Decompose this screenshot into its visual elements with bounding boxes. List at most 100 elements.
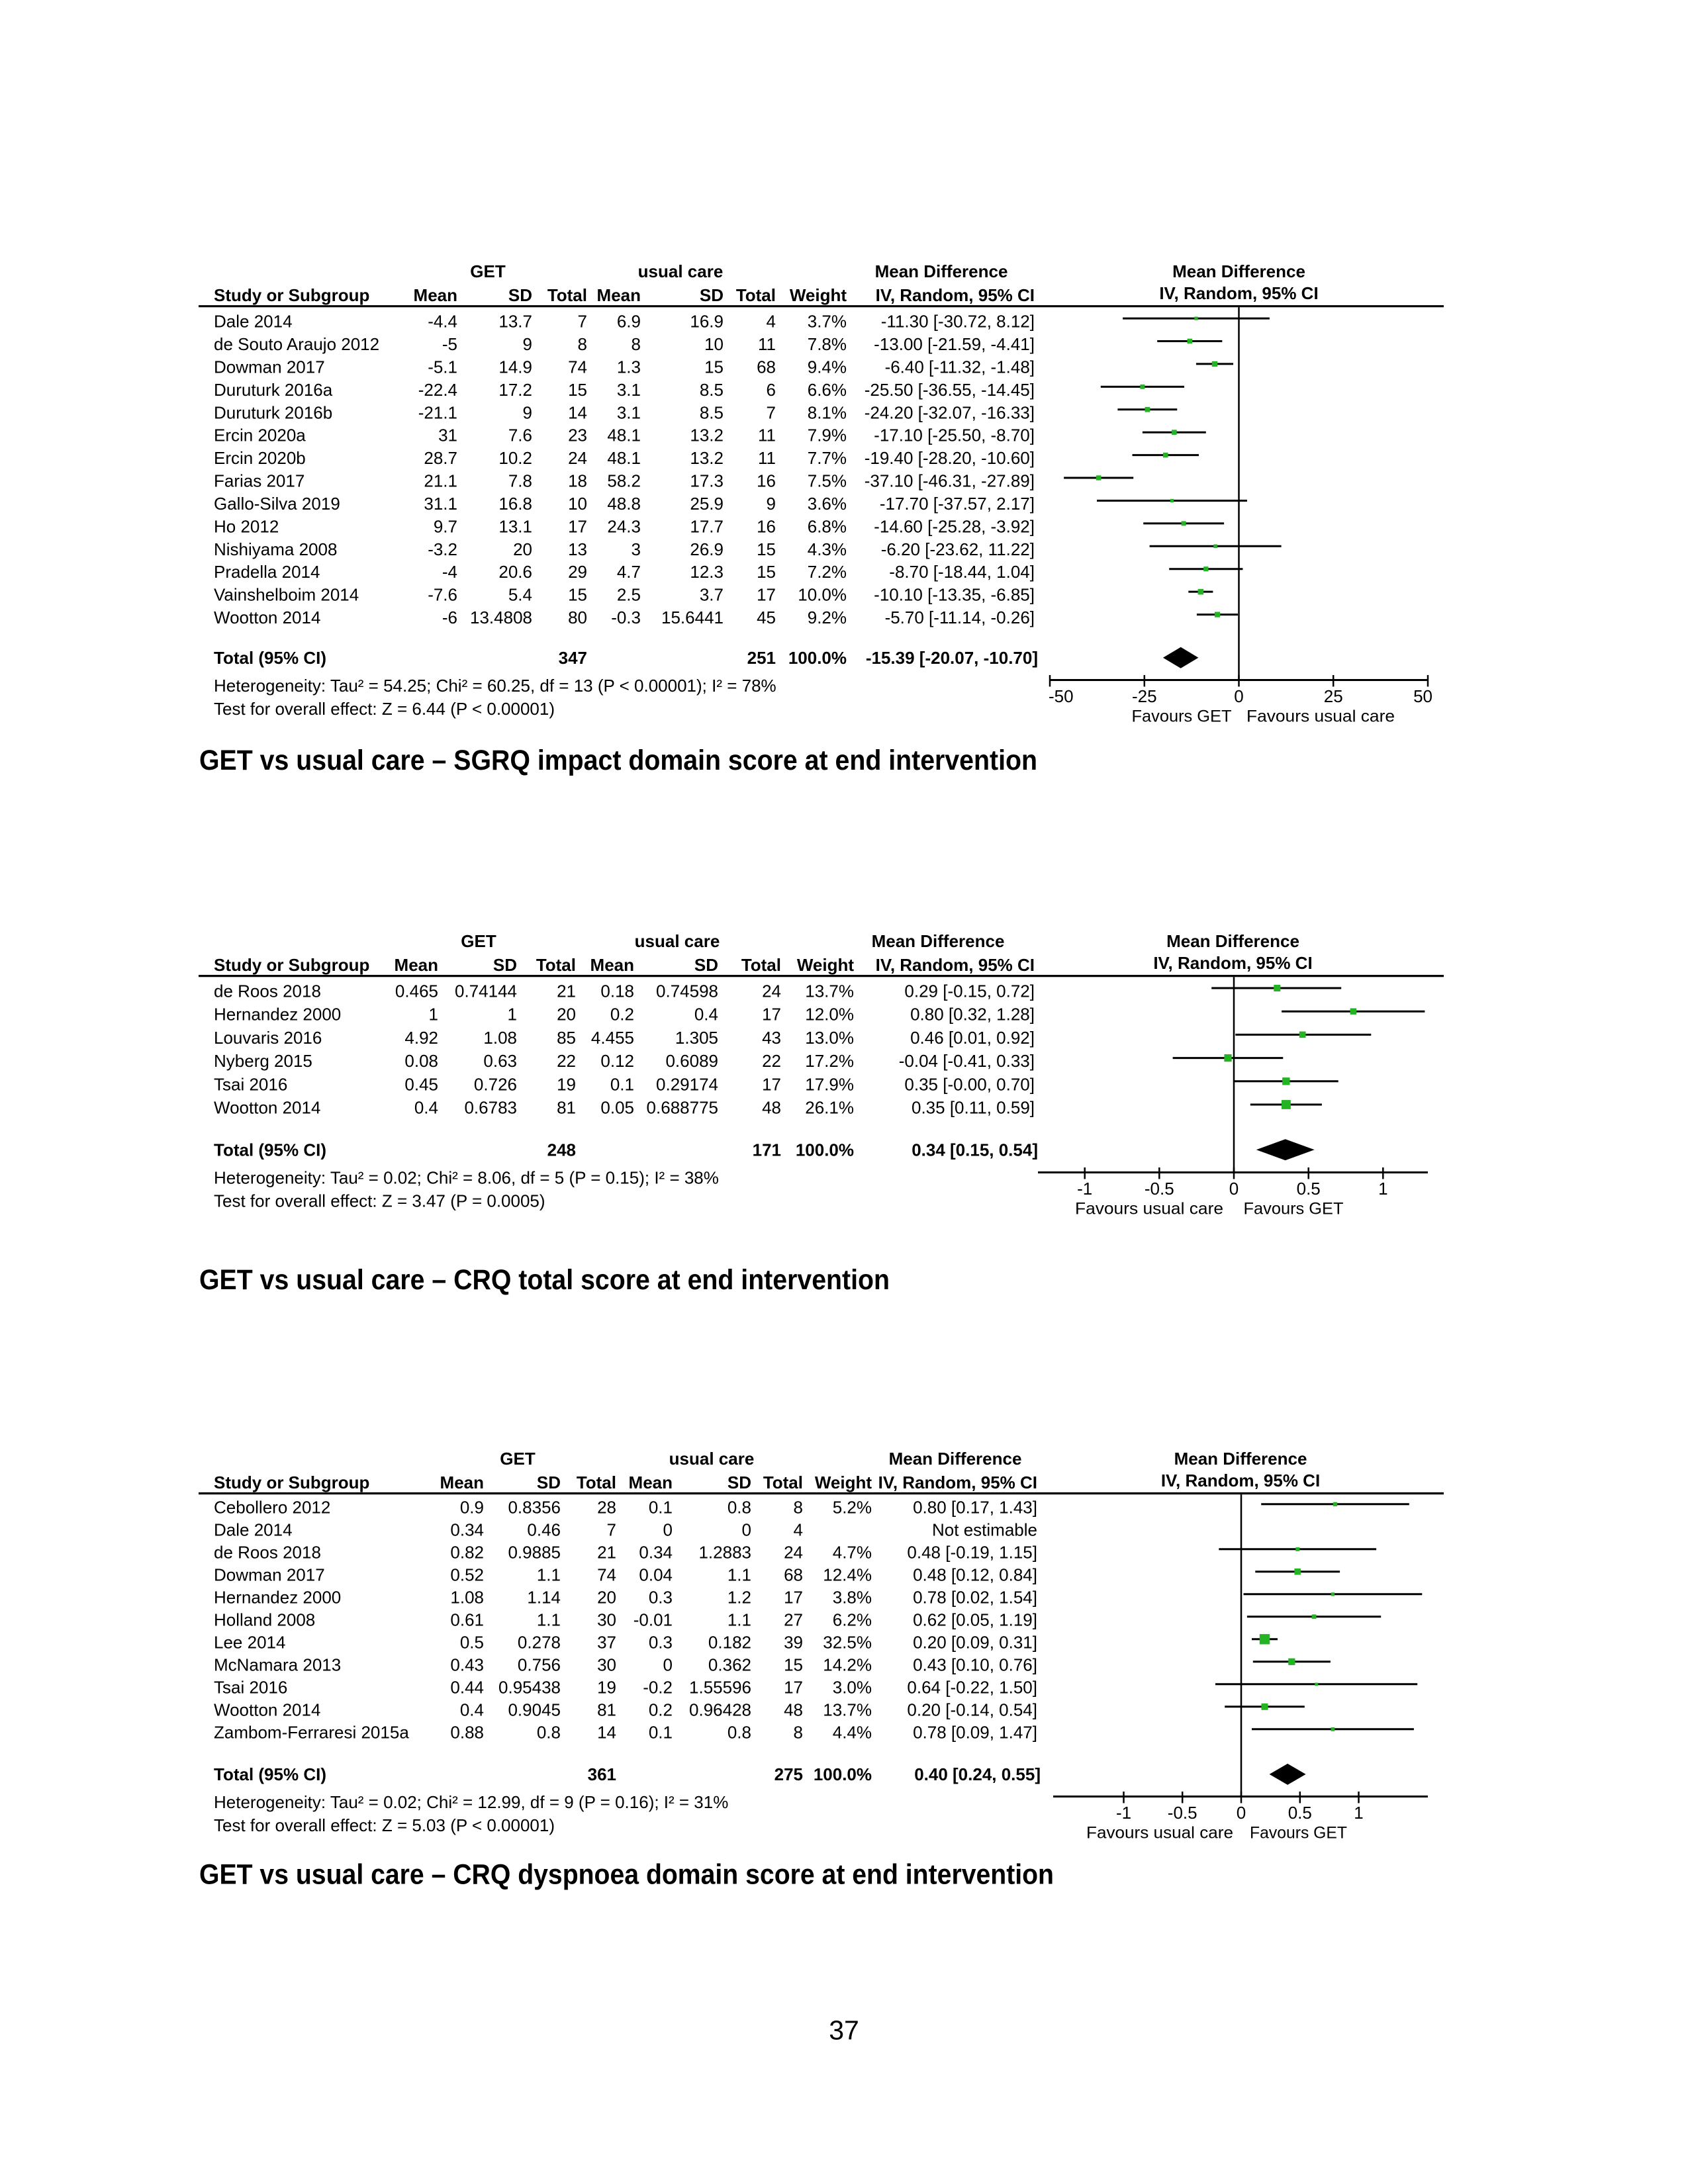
svg-text:7.8%: 7.8% xyxy=(808,334,847,354)
svg-text:100.0%: 100.0% xyxy=(788,648,847,668)
svg-text:0.5: 0.5 xyxy=(460,1632,484,1652)
svg-text:39: 39 xyxy=(784,1632,803,1652)
svg-text:4.3%: 4.3% xyxy=(808,539,847,559)
svg-text:Study or Subgroup: Study or Subgroup xyxy=(214,285,369,305)
svg-text:0.5: 0.5 xyxy=(1288,1803,1312,1823)
svg-text:24.3: 24.3 xyxy=(607,516,641,536)
svg-text:3: 3 xyxy=(632,539,641,559)
svg-text:0: 0 xyxy=(663,1655,673,1674)
svg-text:0.20 [0.09, 0.31]: 0.20 [0.09, 0.31] xyxy=(913,1632,1037,1652)
svg-text:0.48 [-0.19, 1.15]: 0.48 [-0.19, 1.15] xyxy=(907,1542,1037,1562)
svg-text:0.80 [0.17, 1.43]: 0.80 [0.17, 1.43] xyxy=(913,1497,1037,1517)
svg-text:Total: Total xyxy=(763,1473,803,1492)
svg-text:6.8%: 6.8% xyxy=(808,516,847,536)
svg-text:24: 24 xyxy=(784,1542,803,1562)
svg-text:-3.2: -3.2 xyxy=(428,539,457,559)
svg-text:SD: SD xyxy=(694,955,718,975)
svg-text:IV, Random, 95% CI: IV, Random, 95% CI xyxy=(1161,1471,1320,1490)
svg-text:74: 74 xyxy=(597,1565,616,1584)
svg-text:6: 6 xyxy=(767,380,776,400)
svg-text:SD: SD xyxy=(727,1473,751,1492)
svg-text:Mean Difference: Mean Difference xyxy=(1174,1449,1307,1469)
svg-text:17: 17 xyxy=(757,585,776,605)
svg-text:2.5: 2.5 xyxy=(617,585,641,605)
svg-text:11: 11 xyxy=(758,426,776,445)
svg-text:0.48 [0.12, 0.84]: 0.48 [0.12, 0.84] xyxy=(913,1565,1037,1584)
svg-text:0.29174: 0.29174 xyxy=(656,1074,718,1094)
svg-text:0.29 [-0.15, 0.72]: 0.29 [-0.15, 0.72] xyxy=(904,981,1035,1001)
svg-text:0.8: 0.8 xyxy=(727,1722,751,1742)
svg-text:21: 21 xyxy=(557,981,576,1001)
svg-text:7: 7 xyxy=(767,402,776,422)
svg-text:81: 81 xyxy=(597,1700,616,1719)
svg-text:-8.70 [-18.44, 1.04]: -8.70 [-18.44, 1.04] xyxy=(889,562,1035,582)
svg-text:14.2%: 14.2% xyxy=(823,1655,872,1674)
svg-text:0.45: 0.45 xyxy=(404,1074,438,1094)
svg-text:21.1: 21.1 xyxy=(424,471,457,491)
svg-text:3.1: 3.1 xyxy=(617,380,641,400)
svg-text:8: 8 xyxy=(578,334,587,354)
svg-text:-6.20 [-23.62, 11.22]: -6.20 [-23.62, 11.22] xyxy=(881,539,1035,559)
svg-text:Test for overall effect: Z = 5: Test for overall effect: Z = 5.03 (P < 0… xyxy=(214,1815,555,1835)
svg-text:9: 9 xyxy=(523,334,532,354)
svg-text:81: 81 xyxy=(557,1098,576,1118)
svg-text:9.7: 9.7 xyxy=(434,516,457,536)
svg-text:-5: -5 xyxy=(442,334,457,354)
svg-text:Favours GET: Favours GET xyxy=(1244,1200,1344,1218)
svg-text:IV, Random, 95% CI: IV, Random, 95% CI xyxy=(878,1473,1037,1492)
svg-text:0.61: 0.61 xyxy=(450,1610,484,1629)
svg-text:19: 19 xyxy=(557,1074,576,1094)
svg-text:usual care: usual care xyxy=(669,1449,755,1469)
svg-text:7: 7 xyxy=(578,312,587,332)
svg-text:Weight: Weight xyxy=(815,1473,872,1492)
svg-text:-25.50 [-36.55, -14.45]: -25.50 [-36.55, -14.45] xyxy=(865,380,1035,400)
svg-text:1.08: 1.08 xyxy=(483,1028,517,1048)
svg-text:7.2%: 7.2% xyxy=(808,562,847,582)
svg-text:13.2: 13.2 xyxy=(690,448,724,468)
svg-text:248: 248 xyxy=(547,1140,576,1160)
svg-text:18: 18 xyxy=(568,471,587,491)
svg-text:17: 17 xyxy=(568,516,587,536)
svg-text:Dale 2014: Dale 2014 xyxy=(214,1520,293,1539)
svg-text:26.9: 26.9 xyxy=(690,539,724,559)
svg-text:3.1: 3.1 xyxy=(617,402,641,422)
svg-text:4.92: 4.92 xyxy=(404,1028,438,1048)
svg-text:17.2%: 17.2% xyxy=(805,1051,854,1071)
svg-text:14.9: 14.9 xyxy=(498,357,532,377)
svg-text:Zambom-Ferraresi 2015a: Zambom-Ferraresi 2015a xyxy=(214,1722,409,1742)
svg-text:0.43 [0.10, 0.76]: 0.43 [0.10, 0.76] xyxy=(913,1655,1037,1674)
svg-text:17: 17 xyxy=(784,1677,803,1697)
svg-text:8.5: 8.5 xyxy=(700,380,724,400)
svg-text:de Roos 2018: de Roos 2018 xyxy=(214,1542,321,1562)
svg-text:68: 68 xyxy=(784,1565,803,1584)
svg-text:0.95438: 0.95438 xyxy=(498,1677,561,1697)
svg-text:43: 43 xyxy=(762,1028,781,1048)
svg-text:1.3: 1.3 xyxy=(617,357,641,377)
svg-text:0.6783: 0.6783 xyxy=(464,1098,517,1118)
svg-text:347: 347 xyxy=(559,648,587,668)
svg-text:GET vs usual care – CRQ dyspno: GET vs usual care – CRQ dyspnoea domain … xyxy=(199,1859,1054,1891)
svg-text:361: 361 xyxy=(588,1764,616,1784)
svg-text:SD: SD xyxy=(700,285,724,305)
svg-text:4: 4 xyxy=(794,1520,803,1539)
svg-text:0: 0 xyxy=(742,1520,751,1539)
svg-text:32.5%: 32.5% xyxy=(823,1632,872,1652)
svg-text:IV, Random, 95% CI: IV, Random, 95% CI xyxy=(876,955,1035,975)
svg-text:13.7: 13.7 xyxy=(498,312,532,332)
svg-text:6.2%: 6.2% xyxy=(833,1610,872,1629)
svg-text:26.1%: 26.1% xyxy=(805,1098,854,1118)
svg-text:8.5: 8.5 xyxy=(700,402,724,422)
svg-text:IV, Random, 95% CI: IV, Random, 95% CI xyxy=(1159,283,1318,303)
svg-text:-7.6: -7.6 xyxy=(428,585,457,605)
svg-text:IV, Random, 95% CI: IV, Random, 95% CI xyxy=(876,285,1035,305)
svg-text:1.55596: 1.55596 xyxy=(689,1677,751,1697)
svg-text:48: 48 xyxy=(784,1700,803,1719)
svg-text:0.74144: 0.74144 xyxy=(455,981,517,1001)
svg-text:12.4%: 12.4% xyxy=(823,1565,872,1584)
svg-text:48.1: 48.1 xyxy=(607,448,641,468)
svg-text:30: 30 xyxy=(597,1655,616,1674)
svg-text:-0.5: -0.5 xyxy=(1145,1179,1174,1199)
svg-text:Mean: Mean xyxy=(440,1473,484,1492)
svg-text:-0.01: -0.01 xyxy=(633,1610,673,1629)
svg-text:0: 0 xyxy=(1237,1803,1246,1823)
